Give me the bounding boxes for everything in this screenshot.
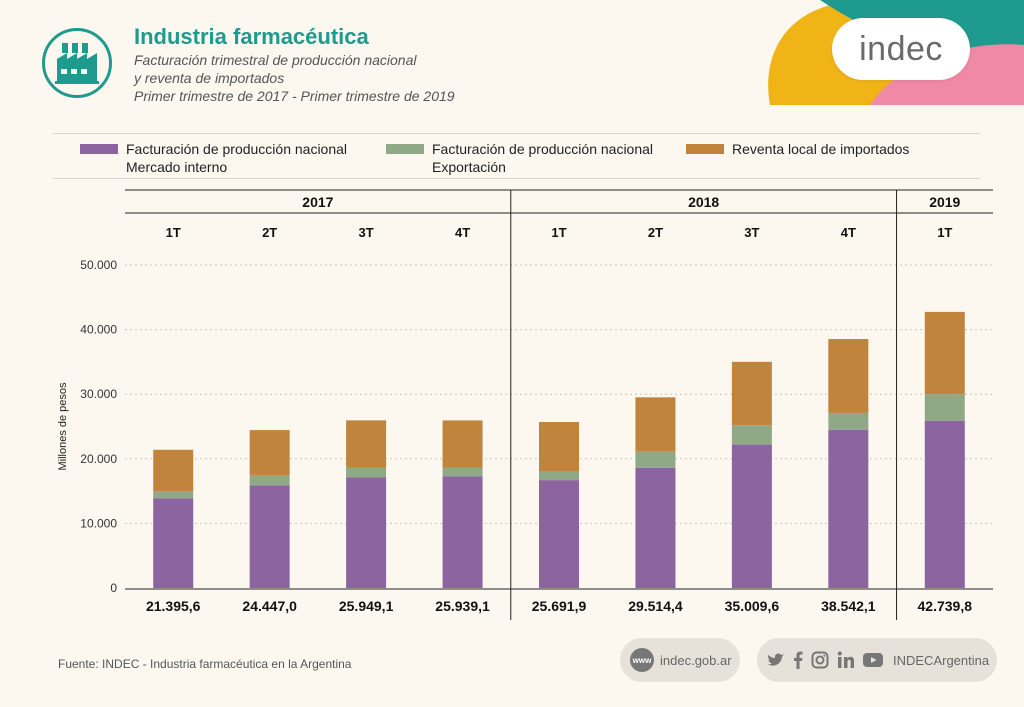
bar-segment: [731, 361, 772, 426]
bar-segment: [346, 467, 387, 478]
bar-segment: [635, 467, 676, 588]
legend-label: Reventa local de importados: [732, 141, 910, 157]
bar-segment: [153, 449, 194, 492]
bar-segment: [924, 311, 965, 395]
quarter-label: 1T: [937, 225, 952, 240]
total-label: 29.514,4: [628, 598, 683, 614]
website-label: indec.gob.ar: [660, 652, 732, 668]
y-tick-label: 0: [110, 581, 117, 595]
bar-segment: [731, 444, 772, 588]
bar-segment: [539, 480, 579, 588]
subtitle-line-2: y reventa de importados: [134, 70, 285, 86]
bar-segment: [346, 420, 387, 468]
bar-segment: [828, 339, 869, 413]
quarter-label: 4T: [841, 225, 856, 240]
bar-segment: [635, 451, 676, 468]
page-title: Industria farmacéutica: [134, 24, 369, 49]
bar-segment: [635, 397, 676, 452]
total-label: 25.949,1: [339, 598, 394, 614]
bar-segment: [442, 467, 483, 477]
total-label: 25.691,9: [532, 598, 587, 614]
legend-label-sub: Mercado interno: [126, 159, 228, 175]
total-label: 21.395,6: [146, 598, 201, 614]
bar-segment: [828, 412, 869, 430]
legend-label-sub: Exportación: [432, 159, 506, 175]
factory-icon-circle: [42, 28, 112, 98]
website-link[interactable]: www indec.gob.ar: [620, 638, 740, 682]
total-label: 25.939,1: [435, 598, 490, 614]
y-tick-label: 20.000: [80, 452, 117, 466]
bar-segment: [249, 430, 290, 475]
quarter-label: 2T: [262, 225, 277, 240]
www-icon: www: [630, 648, 654, 672]
bar-segment: [249, 485, 290, 588]
y-tick-label: 30.000: [80, 387, 117, 401]
total-label: 38.542,1: [821, 598, 876, 614]
bar-segment: [442, 476, 483, 588]
year-label: 2017: [302, 194, 333, 210]
factory-icon: [55, 43, 99, 84]
bar-segment: [346, 477, 387, 588]
bar-segment: [828, 429, 869, 588]
legend-swatch: [686, 144, 724, 154]
legend-swatch: [80, 144, 118, 154]
y-tick-label: 50.000: [80, 258, 117, 272]
quarter-label: 3T: [744, 225, 759, 240]
year-label: 2018: [688, 194, 719, 210]
source-note: Fuente: INDEC - Industria farmacéutica e…: [58, 657, 352, 671]
bar-segment: [442, 420, 483, 468]
legend-item-exportacion: Facturación de producción nacional Export…: [386, 140, 653, 176]
youtube-icon[interactable]: [863, 653, 883, 667]
legend-label: Facturación de producción nacional: [432, 141, 654, 157]
bar-segment: [539, 471, 579, 481]
bar-segment: [539, 422, 579, 472]
linkedin-icon[interactable]: [837, 651, 855, 669]
twitter-icon[interactable]: [767, 652, 785, 668]
bar-segment: [249, 474, 290, 486]
legend-label: Facturación de producción nacional: [126, 141, 348, 157]
bar-segment: [924, 420, 965, 588]
social-handle: INDECArgentina: [893, 652, 990, 668]
quarter-label: 3T: [359, 225, 374, 240]
bar-segment: [153, 491, 194, 499]
instagram-icon[interactable]: [811, 651, 829, 669]
legend-swatch: [386, 144, 424, 154]
legend-top-divider: [53, 133, 980, 134]
quarter-label: 1T: [551, 225, 566, 240]
total-label: 35.009,6: [725, 598, 780, 614]
legend-item-mercado-interno: Facturación de producción nacional Mercad…: [80, 140, 347, 176]
indec-logo: indec: [832, 18, 970, 80]
legend-bottom-divider: [53, 178, 980, 179]
quarter-label: 1T: [166, 225, 181, 240]
subtitle-line-3: Primer trimestre de 2017 - Primer trimes…: [134, 88, 455, 104]
quarter-label: 2T: [648, 225, 663, 240]
bar-segment: [731, 425, 772, 445]
total-label: 24.447,0: [242, 598, 297, 614]
total-label: 42.739,8: [918, 598, 973, 614]
bar-segment: [153, 498, 194, 588]
y-tick-label: 40.000: [80, 323, 117, 337]
bar-segment: [924, 394, 965, 421]
facebook-icon[interactable]: [793, 651, 803, 669]
year-label: 2019: [929, 194, 960, 210]
legend-item-reventa: Reventa local de importados: [686, 140, 909, 158]
subtitle-line-1: Facturación trimestral de producción nac…: [134, 52, 417, 68]
y-tick-label: 10.000: [80, 516, 117, 530]
social-links: INDECArgentina: [757, 638, 997, 682]
y-axis-label: Millones de pesos: [57, 382, 69, 471]
quarter-label: 4T: [455, 225, 470, 240]
